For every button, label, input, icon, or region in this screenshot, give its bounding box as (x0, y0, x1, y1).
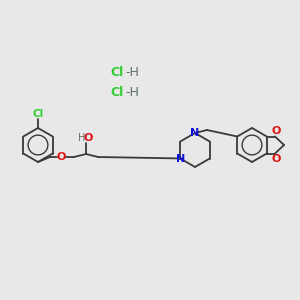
Text: O: O (83, 133, 93, 143)
Text: -H: -H (125, 85, 139, 98)
Text: O: O (56, 152, 66, 162)
Text: N: N (176, 154, 185, 164)
Text: -H: -H (125, 65, 139, 79)
Text: O: O (271, 127, 281, 136)
Text: Cl: Cl (110, 65, 124, 79)
Text: H: H (78, 133, 86, 143)
Text: Cl: Cl (110, 85, 124, 98)
Text: O: O (271, 154, 281, 164)
Text: Cl: Cl (32, 109, 44, 119)
Text: N: N (190, 128, 200, 138)
